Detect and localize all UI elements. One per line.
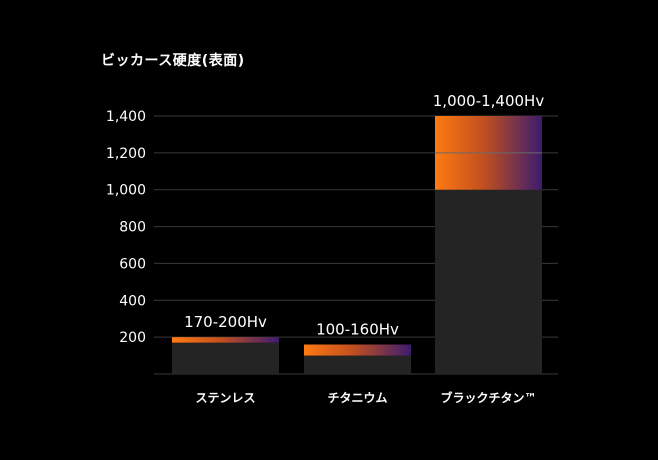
bar-range <box>172 337 279 343</box>
bar-base <box>435 189 542 374</box>
bar-value-label: 100-160Hv <box>316 321 399 339</box>
y-tick-label: 1,200 <box>106 146 146 162</box>
bar-base <box>172 342 279 374</box>
category-label: チタニウム <box>327 391 387 405</box>
y-tick-label: 600 <box>119 256 146 272</box>
y-tick-label: 200 <box>119 330 146 346</box>
chart-title: ビッカース硬度(表面) <box>101 53 245 69</box>
y-tick-label: 400 <box>119 293 146 309</box>
bar-range <box>304 344 411 356</box>
bar-value-label: 1,000-1,400Hv <box>433 92 545 110</box>
y-tick-label: 800 <box>119 220 146 236</box>
bar-base <box>304 355 411 374</box>
bar-value-label: 170-200Hv <box>184 313 267 331</box>
category-label: ブラックチタン™ <box>440 390 536 405</box>
y-tick-label: 1,000 <box>106 183 146 199</box>
category-label: ステンレス <box>195 391 255 405</box>
y-tick-label: 1,400 <box>106 109 146 125</box>
